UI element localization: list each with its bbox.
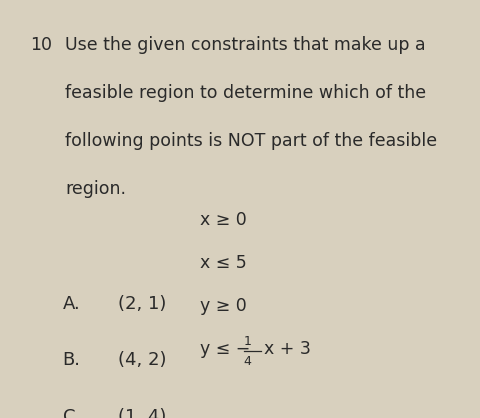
Text: 10: 10 xyxy=(30,36,52,54)
Text: B.: B. xyxy=(62,351,80,369)
Text: x ≥ 0: x ≥ 0 xyxy=(199,211,246,229)
Text: x + 3: x + 3 xyxy=(264,340,310,358)
Text: 4: 4 xyxy=(243,355,251,368)
Text: (4, 2): (4, 2) xyxy=(118,351,166,369)
Text: 1: 1 xyxy=(243,335,251,348)
Text: x ≤ 5: x ≤ 5 xyxy=(199,254,246,272)
Text: y ≥ 0: y ≥ 0 xyxy=(199,297,246,315)
Text: feasible region to determine which of the: feasible region to determine which of th… xyxy=(65,84,425,102)
Text: y ≤ −: y ≤ − xyxy=(199,340,249,358)
Text: following points is NOT part of the feasible: following points is NOT part of the feas… xyxy=(65,132,436,150)
Text: region.: region. xyxy=(65,180,126,198)
Text: (2, 1): (2, 1) xyxy=(118,295,166,313)
Text: A.: A. xyxy=(62,295,80,313)
Text: C.: C. xyxy=(62,408,81,418)
Text: Use the given constraints that make up a: Use the given constraints that make up a xyxy=(65,36,425,54)
Text: (1, 4): (1, 4) xyxy=(118,408,166,418)
